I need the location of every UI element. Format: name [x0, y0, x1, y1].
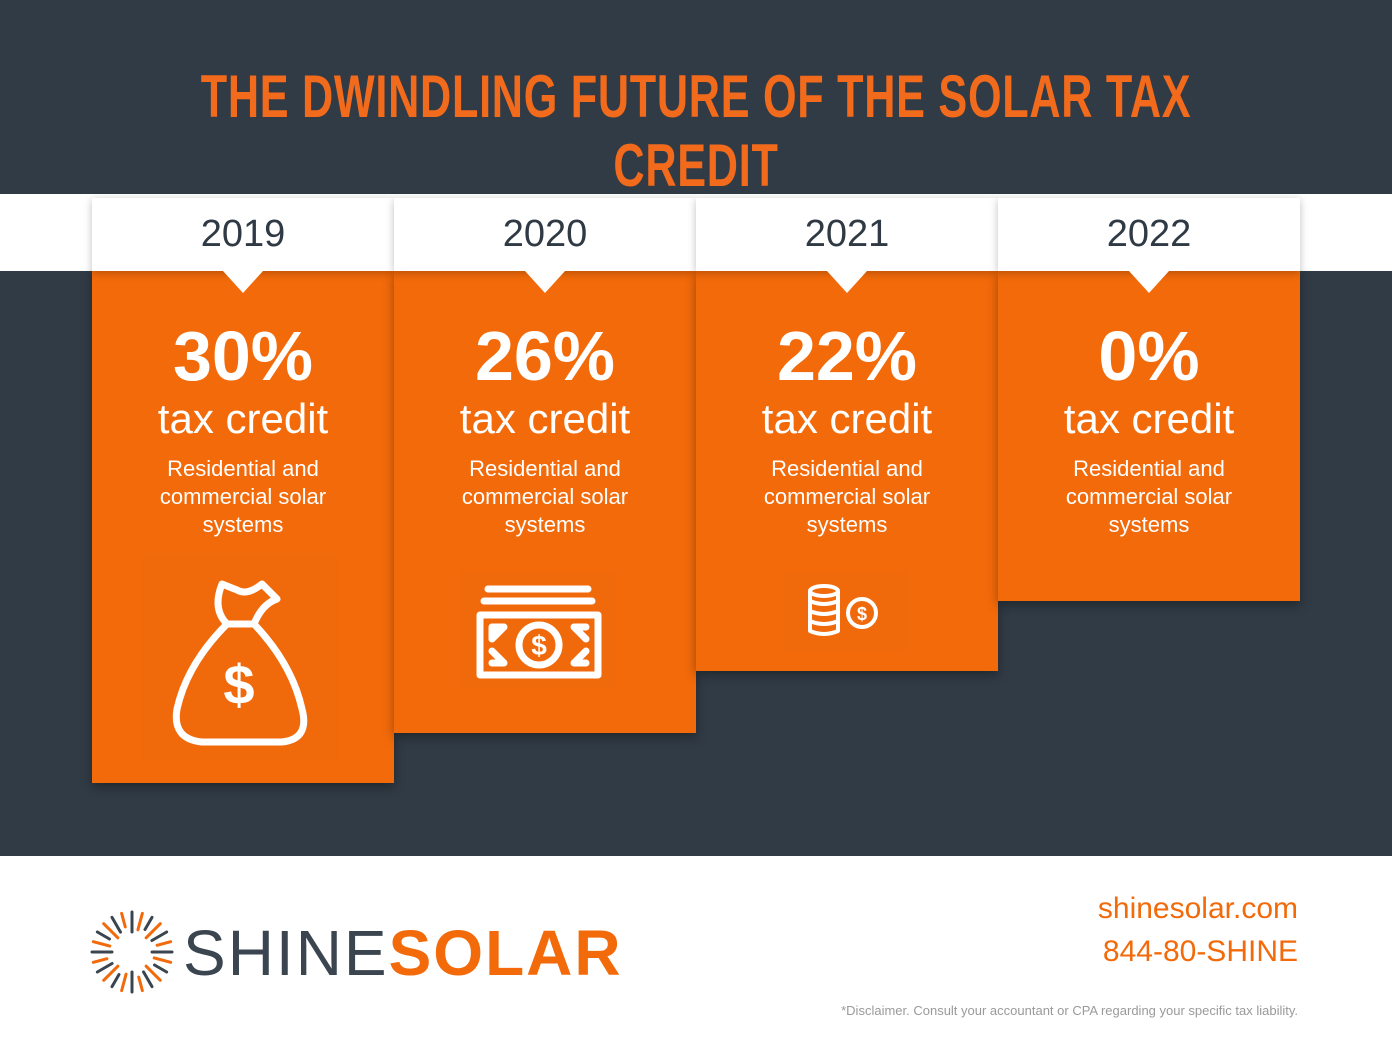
- pointer: [525, 271, 565, 293]
- logo-ray: [102, 922, 120, 940]
- year: 2022: [998, 198, 1300, 271]
- percent: 22%: [776, 317, 918, 395]
- credit-card: 30% tax credit Residential and commercial …: [92, 271, 394, 783]
- logo-mark: [90, 910, 174, 994]
- logo-ray: [91, 940, 112, 948]
- brand: SHINESOLAR: [183, 918, 623, 988]
- description: Residential and commercial solar systems: [763, 456, 931, 537]
- cash-icon: $: [460, 571, 616, 687]
- logo-ray: [136, 911, 144, 932]
- logo-ray: [144, 922, 162, 940]
- logo-ray: [142, 970, 154, 989]
- percent: 26%: [474, 317, 616, 395]
- logo-ray: [91, 957, 109, 964]
- logo-ray: [144, 964, 162, 982]
- logo-ray: [150, 930, 169, 942]
- logo-ray: [110, 973, 121, 989]
- title: THE DWINDLING FUTURE OF THE SOLAR TAX CR…: [200, 63, 1192, 199]
- percent: 30%: [172, 317, 314, 395]
- coins-icon: $: [784, 571, 908, 651]
- credit-label: tax credit: [761, 395, 933, 442]
- year: 2019: [92, 198, 394, 271]
- logo-ray: [102, 964, 120, 982]
- logo-ray: [95, 962, 114, 974]
- credit-label: tax credit: [459, 395, 631, 442]
- credit-label: tax credit: [1063, 395, 1235, 442]
- credit-card: 22% tax credit Residential and commercial …: [696, 271, 998, 671]
- website: shinesolar.com: [1097, 892, 1298, 925]
- svg-text:$: $: [531, 630, 547, 661]
- logo-ray: [120, 911, 127, 929]
- phone: 844-80-SHINE: [1102, 935, 1298, 968]
- credit-label: tax credit: [157, 395, 329, 442]
- description: Residential and commercial solar systems: [159, 456, 327, 537]
- pointer: [223, 271, 263, 293]
- logo-ray: [95, 930, 111, 941]
- logo-ray: [143, 915, 154, 931]
- year: 2021: [696, 198, 998, 271]
- credit-card: 26% tax credit Residential and commercial …: [394, 271, 696, 733]
- description: Residential and commercial solar systems: [461, 456, 629, 537]
- logo-ray: [155, 940, 173, 947]
- pointer: [1129, 271, 1169, 293]
- logo-ray: [153, 963, 169, 974]
- svg-text:$: $: [223, 653, 254, 716]
- brand-second: SOLAR: [388, 917, 623, 989]
- description: Residential and commercial solar systems: [1065, 456, 1233, 537]
- logo-ray: [152, 956, 173, 964]
- pointer: [827, 271, 867, 293]
- svg-text:$: $: [857, 604, 867, 624]
- percent: 0%: [1098, 317, 1200, 395]
- brand-first: SHINE: [183, 917, 389, 989]
- year: 2020: [394, 198, 696, 271]
- logo-ray: [120, 972, 128, 993]
- logo-ray: [137, 975, 144, 993]
- credit-card: 0% tax credit Residential and commercial s…: [998, 271, 1300, 601]
- logo-ray: [110, 915, 122, 934]
- disclaimer: *Disclaimer. Consult your accountant or …: [841, 1003, 1298, 1018]
- money-bag-icon: $: [142, 554, 338, 760]
